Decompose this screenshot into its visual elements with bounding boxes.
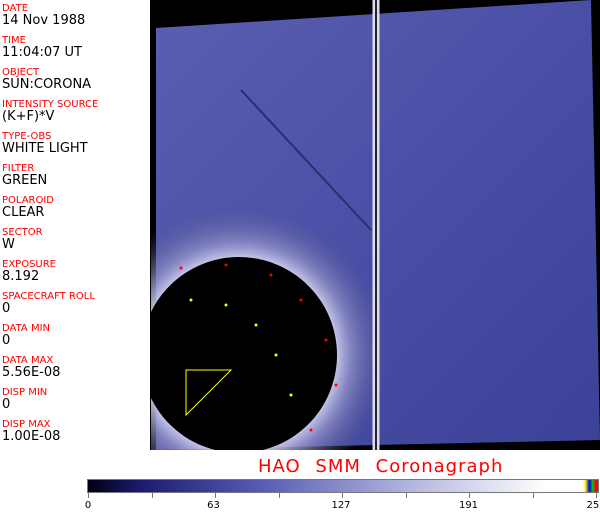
colorbar-tick-label: 127 [331, 500, 351, 511]
field-value: 0 [2, 333, 11, 348]
occulting-disk [141, 257, 337, 453]
field-label: SECTOR [2, 227, 43, 238]
field-value: CLEAR [2, 205, 45, 220]
field-filter: FILTER GREEN [2, 163, 47, 188]
colorbar-tick-label: 0 [84, 500, 92, 511]
field-exposure: EXPOSURE 8.192 [2, 259, 56, 284]
field-data-min: DATA MIN 0 [2, 323, 50, 348]
colorbar-tick [532, 493, 534, 498]
field-sector: SECTOR W [2, 227, 43, 252]
colorbar-tick [342, 493, 343, 498]
field-time: TIME 11:04:07 UT [2, 35, 82, 60]
colorbar-tick [151, 493, 153, 498]
colorbar-tick [278, 493, 280, 498]
field-value: 1.00E-08 [2, 429, 61, 444]
colorbar-tick-label: 63 [207, 500, 220, 511]
field-object: OBJECT SUN:CORONA [2, 67, 91, 92]
field-label: DISP MAX [2, 419, 51, 430]
field-value: GREEN [2, 173, 48, 188]
field-label: DISP MIN [2, 387, 48, 398]
header-info-panel: DATE 14 Nov 1988 TIME 11:04:07 UT OBJECT SUN:… [0, 0, 151, 450]
field-label: DATA MIN [2, 323, 50, 334]
field-polaroid: POLAROID CLEAR [2, 195, 54, 220]
field-label: POLAROID [2, 195, 55, 206]
field-value: 0 [2, 301, 11, 316]
field-label: FILTER [2, 163, 35, 174]
field-value: 11:04:07 UT [2, 45, 82, 60]
field-value: SUN:CORONA [2, 77, 92, 92]
field-value: W [2, 237, 15, 252]
field-label: SPACECRAFT ROLL [2, 291, 95, 302]
coronagraph-image [89, 0, 600, 505]
field-label: TYPE-OBS [2, 131, 52, 142]
field-spacecraft-roll: SPACECRAFT ROLL 0 [2, 291, 95, 316]
field-disp-max: DISP MAX 1.00E-08 [2, 419, 60, 444]
field-data-max: DATA MAX 5.56E-08 [2, 355, 60, 380]
field-label: TIME [2, 35, 27, 46]
field-type-obs: TYPE-OBS WHITE LIGHT [2, 131, 88, 156]
field-label: EXPOSURE [2, 259, 57, 270]
colorbar-tick [469, 493, 470, 498]
field-label: OBJECT [2, 67, 40, 78]
colorbar-tick [405, 493, 407, 498]
field-label: INTENSITY SOURCE [2, 99, 99, 110]
colorbar [87, 479, 599, 493]
field-value: WHITE LIGHT [2, 141, 88, 156]
field-value: (K+F)*V [2, 109, 55, 124]
colorbar-tick [596, 493, 597, 498]
colorbar-tick [215, 493, 216, 498]
field-label: DATA MAX [2, 355, 54, 366]
colorbar-tick [88, 493, 89, 498]
field-intensity-source: INTENSITY SOURCE (K+F)*V [2, 99, 98, 124]
field-label: DATE [2, 3, 29, 14]
field-value: 14 Nov 1988 [2, 13, 86, 28]
field-date: DATE 14 Nov 1988 [2, 3, 85, 28]
field-value: 8.192 [2, 269, 40, 284]
field-disp-min: DISP MIN 0 [2, 387, 47, 412]
colorbar-tick-label: 255 [586, 500, 600, 511]
field-value: 0 [2, 397, 11, 412]
colorbar-tick-label: 191 [458, 500, 479, 511]
field-value: 5.56E-08 [2, 365, 61, 380]
instrument-title: HAO SMM Coronagraph [258, 456, 504, 477]
